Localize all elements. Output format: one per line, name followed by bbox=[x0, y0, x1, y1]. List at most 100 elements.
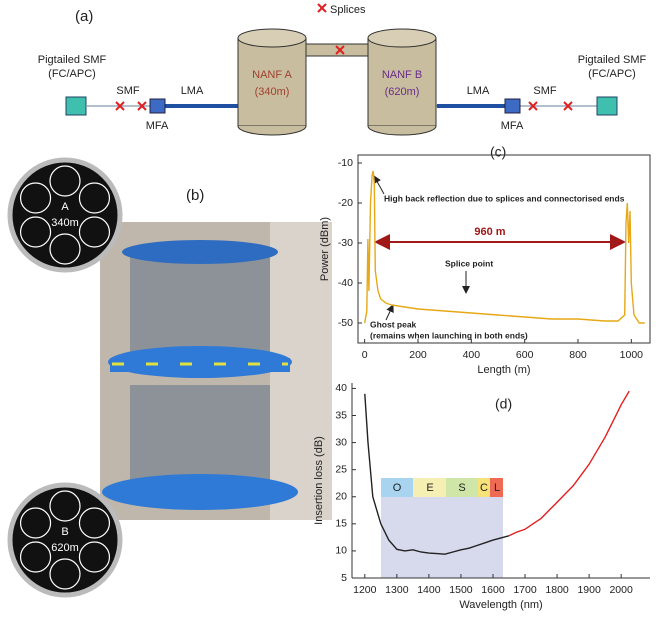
splice-mark bbox=[137, 101, 147, 111]
capillary bbox=[19, 541, 52, 573]
x-tick-label: 1600 bbox=[481, 584, 505, 596]
smf-label: SMF bbox=[533, 85, 557, 97]
panel-c-annotations: (c) High back reflection due to splices … bbox=[370, 144, 626, 340]
y-axis-label: Insertion loss (dB) bbox=[313, 436, 325, 525]
band-label: S bbox=[458, 482, 465, 494]
smf-label: SMF bbox=[116, 85, 140, 97]
data-line bbox=[364, 170, 645, 324]
panel-label: (c) bbox=[490, 144, 506, 160]
band-box bbox=[446, 478, 478, 497]
capillaries bbox=[19, 165, 111, 590]
y-tick-label: 25 bbox=[335, 463, 347, 475]
pigtail-label: Pigtailed SMF bbox=[38, 54, 107, 66]
band-label: L bbox=[494, 482, 500, 494]
annotation-arrow bbox=[373, 175, 385, 195]
y-axis-label: Power (dBm) bbox=[319, 217, 331, 281]
x-tick-label: 1300 bbox=[385, 584, 409, 596]
capillary bbox=[78, 507, 111, 539]
chart: 5 10 15 20 25 30 35 40 1200 1300 1400 1500 1600 1700 1… bbox=[313, 382, 650, 611]
chart: -10 -20 -30 -40 -50 0 200 400 600 800 1000 Length (… bbox=[319, 154, 651, 376]
capillary bbox=[19, 507, 52, 539]
annotation: (remains when launching in both ends) bbox=[370, 330, 528, 340]
panel-b: (b) A 340m B 620m bbox=[7, 157, 332, 598]
annotation: Splice point bbox=[445, 258, 493, 268]
fiber-label: 620m bbox=[51, 542, 79, 554]
canister-top bbox=[237, 28, 307, 48]
band-box bbox=[381, 478, 413, 497]
capillary bbox=[78, 541, 111, 573]
annotation: High back reflection due to splices and … bbox=[384, 193, 625, 203]
y-tick-label: -20 bbox=[338, 197, 353, 209]
fiber-label: B bbox=[61, 526, 68, 538]
x-axis-label: Length (m) bbox=[477, 364, 530, 376]
x-tick-label: 800 bbox=[569, 349, 587, 361]
plot-frame bbox=[357, 154, 651, 344]
band-label: C bbox=[480, 482, 488, 494]
x-tick-label: 1900 bbox=[577, 584, 601, 596]
x-tick-label: 1400 bbox=[417, 584, 441, 596]
band-box bbox=[490, 478, 503, 497]
fiber-label: A bbox=[61, 201, 69, 213]
nanf-b-label: (620m) bbox=[385, 86, 420, 98]
spool-flange bbox=[102, 474, 298, 510]
capillary bbox=[49, 233, 81, 265]
splices bbox=[115, 3, 573, 111]
splice-mark bbox=[115, 101, 125, 111]
y-tick-label: -50 bbox=[338, 317, 353, 329]
mfa-label: MFA bbox=[501, 120, 524, 132]
nanf-a-label: (340m) bbox=[255, 86, 290, 98]
spool-flange bbox=[110, 358, 290, 372]
band-label: O bbox=[393, 482, 402, 494]
canister-bottom bbox=[367, 125, 437, 136]
y-tick-label: 20 bbox=[335, 491, 347, 503]
canister-b bbox=[367, 28, 437, 136]
capillary bbox=[49, 165, 81, 197]
x-tick-label: 1700 bbox=[513, 584, 537, 596]
capillary bbox=[19, 216, 52, 248]
data-line bbox=[508, 390, 630, 537]
y-tick-label: 30 bbox=[335, 436, 347, 448]
y-tick-label: 35 bbox=[335, 409, 347, 421]
lma-label: LMA bbox=[467, 85, 490, 97]
splice-mark bbox=[528, 101, 538, 111]
spool-body bbox=[130, 385, 270, 485]
annotation: 960 m bbox=[474, 226, 505, 238]
nanf-b-label: NANF B bbox=[382, 69, 422, 81]
x-tick-label: 1200 bbox=[353, 584, 377, 596]
x-tick-label: 1800 bbox=[545, 584, 569, 596]
y-tick-label: 10 bbox=[335, 545, 347, 557]
splice-legend: Splices bbox=[330, 4, 366, 16]
band-box bbox=[413, 478, 446, 497]
y-tick-label: 40 bbox=[335, 382, 347, 394]
data-line bbox=[364, 393, 510, 555]
band-label: E bbox=[426, 482, 433, 494]
x-tick-label: 0 bbox=[362, 349, 368, 361]
capillary bbox=[78, 216, 111, 248]
annotation: Ghost peak bbox=[370, 319, 417, 329]
canister-top bbox=[367, 28, 437, 48]
x-tick-label: 600 bbox=[516, 349, 534, 361]
splice-mark bbox=[317, 3, 327, 13]
mfa bbox=[504, 98, 521, 114]
canister-body bbox=[367, 37, 437, 127]
splice-mark bbox=[563, 101, 573, 111]
canister-bottom bbox=[237, 125, 307, 136]
panel-label: (d) bbox=[495, 396, 512, 412]
y-tick-label: -30 bbox=[338, 237, 353, 249]
fiber-label: 340m bbox=[51, 217, 79, 229]
x-tick-label: 1000 bbox=[620, 349, 644, 361]
y-tick-label: 15 bbox=[335, 518, 347, 530]
fiber-cross-section bbox=[7, 157, 123, 273]
pigtail-label: (FC/APC) bbox=[48, 68, 96, 80]
y-tick-label: -10 bbox=[338, 157, 353, 169]
connector bbox=[596, 96, 618, 116]
canister-a bbox=[237, 28, 307, 136]
panel-label: (b) bbox=[186, 187, 204, 204]
x-tick-label: 1500 bbox=[449, 584, 473, 596]
x-tick-label: 200 bbox=[409, 349, 427, 361]
y-tick-label: 5 bbox=[341, 572, 347, 584]
nanf-a-label: NANF A bbox=[252, 69, 292, 81]
splice-mark bbox=[335, 45, 345, 55]
panel-a: (a) Splices Pigtailed SMF (FC/APC) SMF L… bbox=[38, 3, 647, 136]
